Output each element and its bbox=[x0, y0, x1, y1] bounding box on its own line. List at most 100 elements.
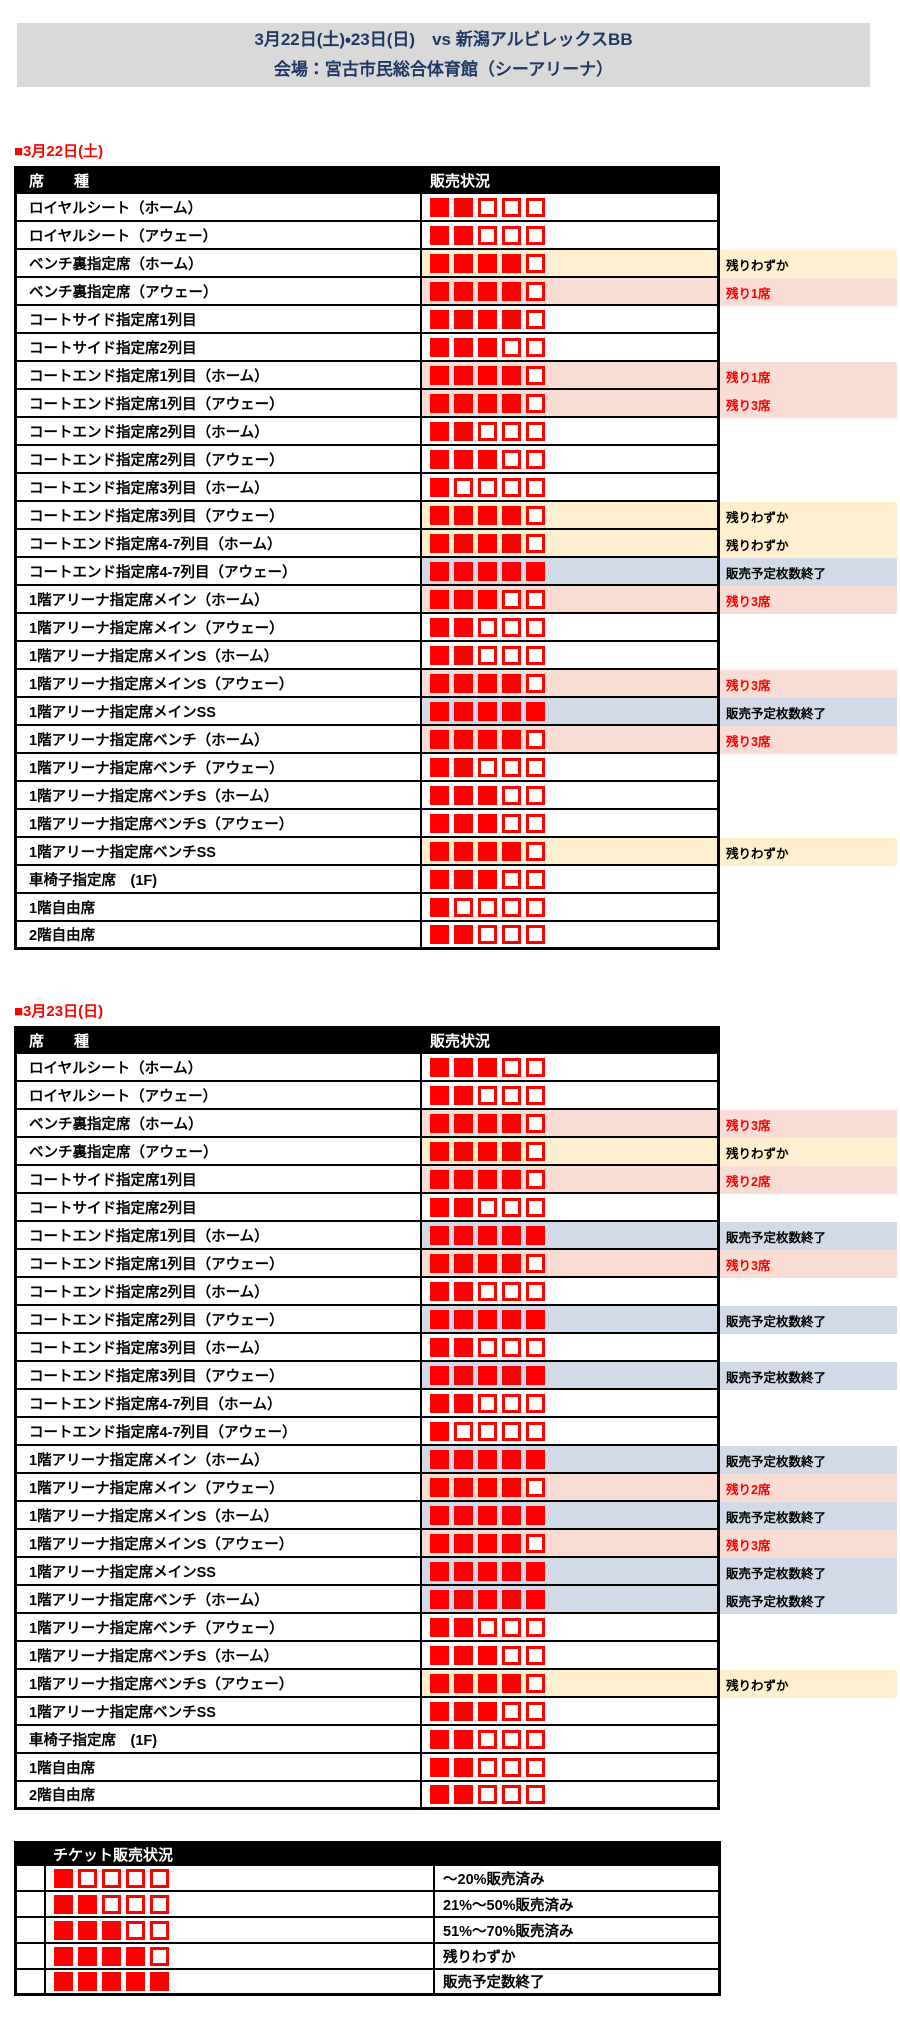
legend-row: 51%～70%販売済み bbox=[14, 1918, 721, 1944]
empty-square-icon bbox=[502, 1729, 521, 1749]
availability-note bbox=[720, 642, 897, 670]
seat-name: 1階アリーナ指定席メインS（ホーム） bbox=[14, 1502, 422, 1530]
filled-square-icon bbox=[454, 925, 473, 944]
filled-square-icon bbox=[430, 1533, 449, 1553]
empty-square-icon bbox=[478, 1757, 497, 1777]
filled-square-icon bbox=[502, 309, 521, 329]
empty-square-icon bbox=[502, 645, 521, 665]
seat-name: コートエンド指定席2列目（ホーム） bbox=[14, 418, 422, 446]
sales-status-cell bbox=[422, 670, 720, 698]
sales-status-cell bbox=[422, 1166, 720, 1194]
sales-status-cell bbox=[422, 390, 720, 418]
filled-square-icon bbox=[478, 281, 497, 301]
table-row: 1階自由席 bbox=[14, 1754, 900, 1782]
availability-note: 販売予定枚数終了 bbox=[720, 1446, 897, 1474]
empty-square-icon bbox=[526, 729, 545, 749]
legend-status-cell bbox=[46, 1918, 435, 1944]
table-row: ベンチ裏指定席（ホーム） 残りわずか bbox=[14, 250, 900, 278]
availability-note: 残りわずか bbox=[720, 1670, 897, 1698]
filled-square-icon bbox=[430, 645, 449, 665]
table-row: 1階アリーナ指定席ベンチ（アウェー） bbox=[14, 1614, 900, 1642]
sales-status-cell bbox=[422, 558, 720, 586]
empty-square-icon bbox=[526, 1645, 545, 1665]
filled-square-icon bbox=[454, 197, 473, 217]
sales-status-cell bbox=[422, 250, 720, 278]
filled-square-icon bbox=[502, 281, 521, 301]
seat-name: コートエンド指定席1列目（ホーム） bbox=[14, 362, 422, 390]
filled-square-icon bbox=[454, 785, 473, 805]
filled-square-icon bbox=[478, 589, 497, 609]
empty-square-icon bbox=[478, 477, 497, 497]
availability-note bbox=[720, 1614, 897, 1642]
empty-square-icon bbox=[502, 1085, 521, 1105]
filled-square-icon bbox=[478, 1645, 497, 1665]
filled-square-icon bbox=[502, 253, 521, 273]
filled-square-icon bbox=[502, 1365, 521, 1385]
filled-square-icon bbox=[478, 1477, 497, 1497]
seat-sales-table: 席 種販売状況 ロイヤルシート（ホーム） ロイヤルシート（アウェー） ベンチ裏指定席（… bbox=[14, 1026, 900, 1810]
filled-square-icon bbox=[478, 533, 497, 553]
filled-square-icon bbox=[454, 1589, 473, 1609]
sales-status-cell bbox=[422, 1390, 720, 1418]
filled-square-icon bbox=[454, 505, 473, 525]
table-row: ベンチ裏指定席（アウェー） 残り1席 bbox=[14, 278, 900, 306]
filled-square-icon bbox=[526, 1449, 545, 1469]
seat-name: 2階自由席 bbox=[14, 1782, 422, 1810]
filled-square-icon bbox=[502, 673, 521, 693]
seat-name: コートサイド指定席1列目 bbox=[14, 1166, 422, 1194]
sales-status-cell bbox=[422, 1082, 720, 1110]
empty-square-icon bbox=[478, 617, 497, 637]
sales-status-cell bbox=[422, 810, 720, 838]
table-row: コートエンド指定席3列目（アウェー） 残りわずか bbox=[14, 502, 900, 530]
filled-square-icon bbox=[454, 1729, 473, 1749]
seat-name: 1階アリーナ指定席ベンチSS bbox=[14, 1698, 422, 1726]
filled-square-icon bbox=[454, 1309, 473, 1329]
filled-square-icon bbox=[454, 253, 473, 273]
legend-label: 残りわずか bbox=[435, 1944, 721, 1970]
empty-square-icon bbox=[502, 1757, 521, 1777]
filled-square-icon bbox=[454, 365, 473, 385]
filled-square-icon bbox=[430, 225, 449, 245]
filled-square-icon bbox=[454, 729, 473, 749]
empty-square-icon bbox=[526, 869, 545, 889]
filled-square-icon bbox=[430, 1141, 449, 1161]
seat-name: 1階アリーナ指定席ベンチ（ホーム） bbox=[14, 726, 422, 754]
table-row: コートエンド指定席2列目（ホーム） bbox=[14, 418, 900, 446]
filled-square-icon bbox=[478, 1113, 497, 1133]
filled-square-icon bbox=[454, 1645, 473, 1665]
filled-square-icon bbox=[454, 645, 473, 665]
availability-note: 残り2席 bbox=[720, 1474, 897, 1502]
sales-status-cell bbox=[422, 1754, 720, 1782]
empty-square-icon bbox=[478, 1617, 497, 1637]
seat-name: 1階アリーナ指定席メイン（ホーム） bbox=[14, 586, 422, 614]
seat-name: ベンチ裏指定席（アウェー） bbox=[14, 278, 422, 306]
table-row: 1階アリーナ指定席ベンチS（ホーム） bbox=[14, 782, 900, 810]
filled-square-icon bbox=[478, 1561, 497, 1581]
legend-label: ～20%販売済み bbox=[435, 1866, 721, 1892]
table-row: ベンチ裏指定席（アウェー） 残りわずか bbox=[14, 1138, 900, 1166]
filled-square-icon bbox=[502, 1141, 521, 1161]
empty-square-icon bbox=[150, 1946, 169, 1966]
sales-status-cell bbox=[422, 1614, 720, 1642]
availability-note bbox=[720, 614, 897, 642]
filled-square-icon bbox=[430, 869, 449, 889]
empty-square-icon bbox=[478, 1197, 497, 1217]
filled-square-icon bbox=[478, 729, 497, 749]
filled-square-icon bbox=[430, 1785, 449, 1804]
filled-square-icon bbox=[430, 757, 449, 777]
filled-square-icon bbox=[430, 1169, 449, 1189]
filled-square-icon bbox=[478, 1225, 497, 1245]
filled-square-icon bbox=[454, 533, 473, 553]
seat-name: 1階アリーナ指定席メイン（アウェー） bbox=[14, 1474, 422, 1502]
sales-status-cell bbox=[422, 1558, 720, 1586]
table-row: コートエンド指定席3列目（アウェー） 販売予定枚数終了 bbox=[14, 1362, 900, 1390]
empty-square-icon bbox=[478, 225, 497, 245]
seat-name: コートエンド指定席2列目（アウェー） bbox=[14, 1306, 422, 1334]
filled-square-icon bbox=[454, 1701, 473, 1721]
table-row: ロイヤルシート（アウェー） bbox=[14, 222, 900, 250]
seat-name: ロイヤルシート（アウェー） bbox=[14, 1082, 422, 1110]
filled-square-icon bbox=[478, 449, 497, 469]
filled-square-icon bbox=[478, 841, 497, 861]
table-row: コートサイド指定席1列目 bbox=[14, 306, 900, 334]
